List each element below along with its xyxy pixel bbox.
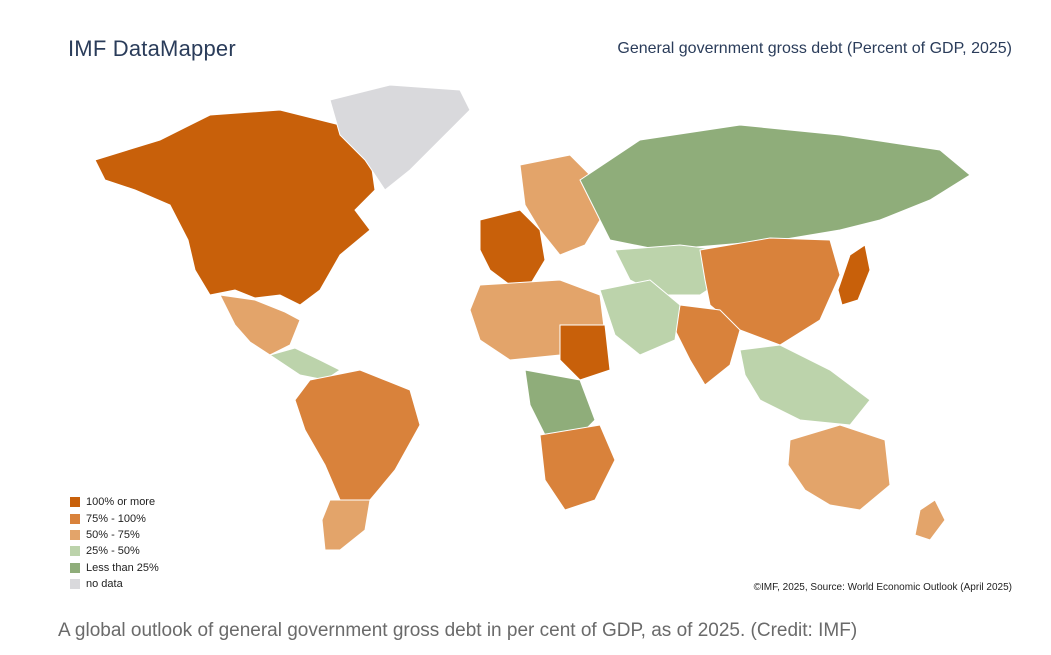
legend-item: no data <box>70 576 159 592</box>
legend-label: no data <box>86 578 123 591</box>
world-map <box>94 84 971 550</box>
region-new-zealand[interactable] <box>914 499 946 541</box>
legend-label: 50% - 75% <box>86 528 140 541</box>
region-central-america[interactable] <box>268 347 341 381</box>
legend-swatch <box>70 529 80 540</box>
brand-title: IMF DataMapper <box>68 36 236 61</box>
region-japan[interactable] <box>837 244 871 306</box>
region-australia[interactable] <box>787 424 891 511</box>
region-north-america[interactable] <box>94 109 376 306</box>
region-middle-east[interactable] <box>599 279 681 356</box>
region-mexico[interactable] <box>219 294 301 356</box>
legend-swatch <box>70 513 80 524</box>
legend: 100% or more 75% - 100% 50% - 75% 25% - … <box>70 494 159 592</box>
region-india[interactable] <box>674 304 741 386</box>
legend-swatch <box>70 562 80 573</box>
region-argentina[interactable] <box>321 499 371 550</box>
region-greenland[interactable] <box>329 84 471 191</box>
image-caption: A global outlook of general government g… <box>58 620 858 641</box>
legend-item: 100% or more <box>70 494 159 510</box>
legend-label: 100% or more <box>86 496 156 509</box>
legend-label: 25% - 50% <box>86 545 140 558</box>
region-china[interactable] <box>699 237 841 346</box>
legend-label: Less than 25% <box>86 561 159 574</box>
region-brazil[interactable] <box>294 369 421 501</box>
legend-item: 25% - 50% <box>70 543 159 559</box>
legend-swatch <box>70 579 80 590</box>
region-sudan[interactable] <box>559 324 611 381</box>
legend-item: Less than 25% <box>70 560 159 576</box>
region-russia[interactable] <box>579 124 971 251</box>
source-credit: ©IMF, 2025, Source: World Economic Outlo… <box>753 582 1012 593</box>
region-southeast-asia[interactable] <box>739 344 871 426</box>
map-card: IMF DataMapper General government gross … <box>40 20 1040 610</box>
map-title: General government gross debt (Percent o… <box>617 40 1012 57</box>
legend-label: 75% - 100% <box>86 512 146 525</box>
legend-item: 75% - 100% <box>70 510 159 526</box>
legend-swatch <box>70 497 80 508</box>
region-southern-africa[interactable] <box>539 424 616 511</box>
legend-swatch <box>70 546 80 557</box>
legend-item: 50% - 75% <box>70 527 159 543</box>
